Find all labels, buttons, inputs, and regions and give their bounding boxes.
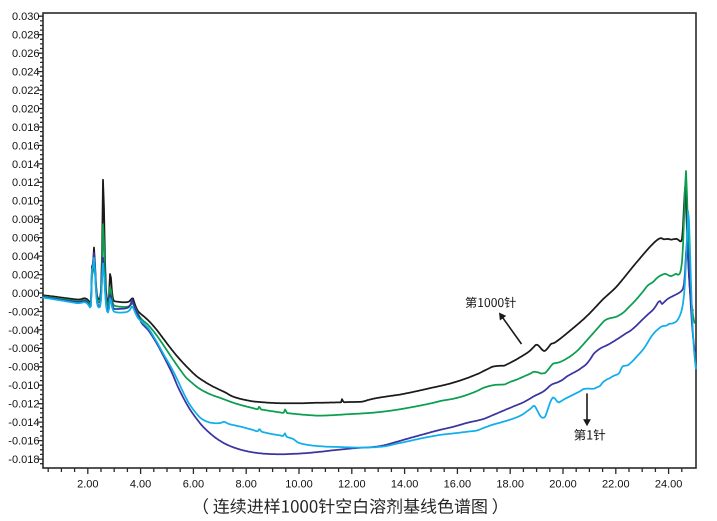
svg-text:-0.004: -0.004 (8, 325, 39, 337)
svg-text:0.016: 0.016 (12, 140, 40, 152)
svg-text:0.004: 0.004 (12, 251, 40, 263)
svg-text:0.006: 0.006 (12, 233, 40, 245)
svg-text:24.00: 24.00 (655, 479, 683, 491)
svg-text:0.010: 0.010 (12, 196, 40, 208)
svg-text:0.024: 0.024 (12, 67, 40, 79)
svg-text:-0.006: -0.006 (8, 343, 39, 355)
svg-text:0.022: 0.022 (12, 85, 40, 97)
svg-text:0.002: 0.002 (12, 269, 40, 281)
svg-text:22.00: 22.00 (602, 479, 630, 491)
svg-text:-0.014: -0.014 (8, 417, 39, 429)
svg-text:8.00: 8.00 (235, 479, 256, 491)
svg-text:2.00: 2.00 (77, 479, 98, 491)
svg-text:16.00: 16.00 (444, 479, 472, 491)
svg-text:0.018: 0.018 (12, 122, 40, 134)
svg-text:-0.010: -0.010 (8, 380, 39, 392)
svg-text:0.014: 0.014 (12, 159, 40, 171)
svg-text:0.020: 0.020 (12, 103, 40, 115)
svg-text:-0.012: -0.012 (8, 399, 39, 411)
svg-text:10.00: 10.00 (285, 479, 313, 491)
svg-text:4.00: 4.00 (130, 479, 151, 491)
svg-text:12.00: 12.00 (338, 479, 366, 491)
svg-text:18.00: 18.00 (496, 479, 524, 491)
svg-text:0.030: 0.030 (12, 11, 40, 23)
svg-text:6.00: 6.00 (183, 479, 204, 491)
svg-text:-0.018: -0.018 (8, 454, 39, 466)
svg-text:-0.008: -0.008 (8, 362, 39, 374)
svg-text:0.000: 0.000 (12, 288, 40, 300)
svg-text:20.00: 20.00 (549, 479, 577, 491)
svg-text:0.028: 0.028 (12, 30, 40, 42)
svg-text:0.008: 0.008 (12, 214, 40, 226)
svg-text:-0.016: -0.016 (8, 436, 39, 448)
svg-text:0.012: 0.012 (12, 177, 40, 189)
svg-text:0.026: 0.026 (12, 48, 40, 60)
svg-text:14.00: 14.00 (391, 479, 419, 491)
svg-text:-0.002: -0.002 (8, 306, 39, 318)
